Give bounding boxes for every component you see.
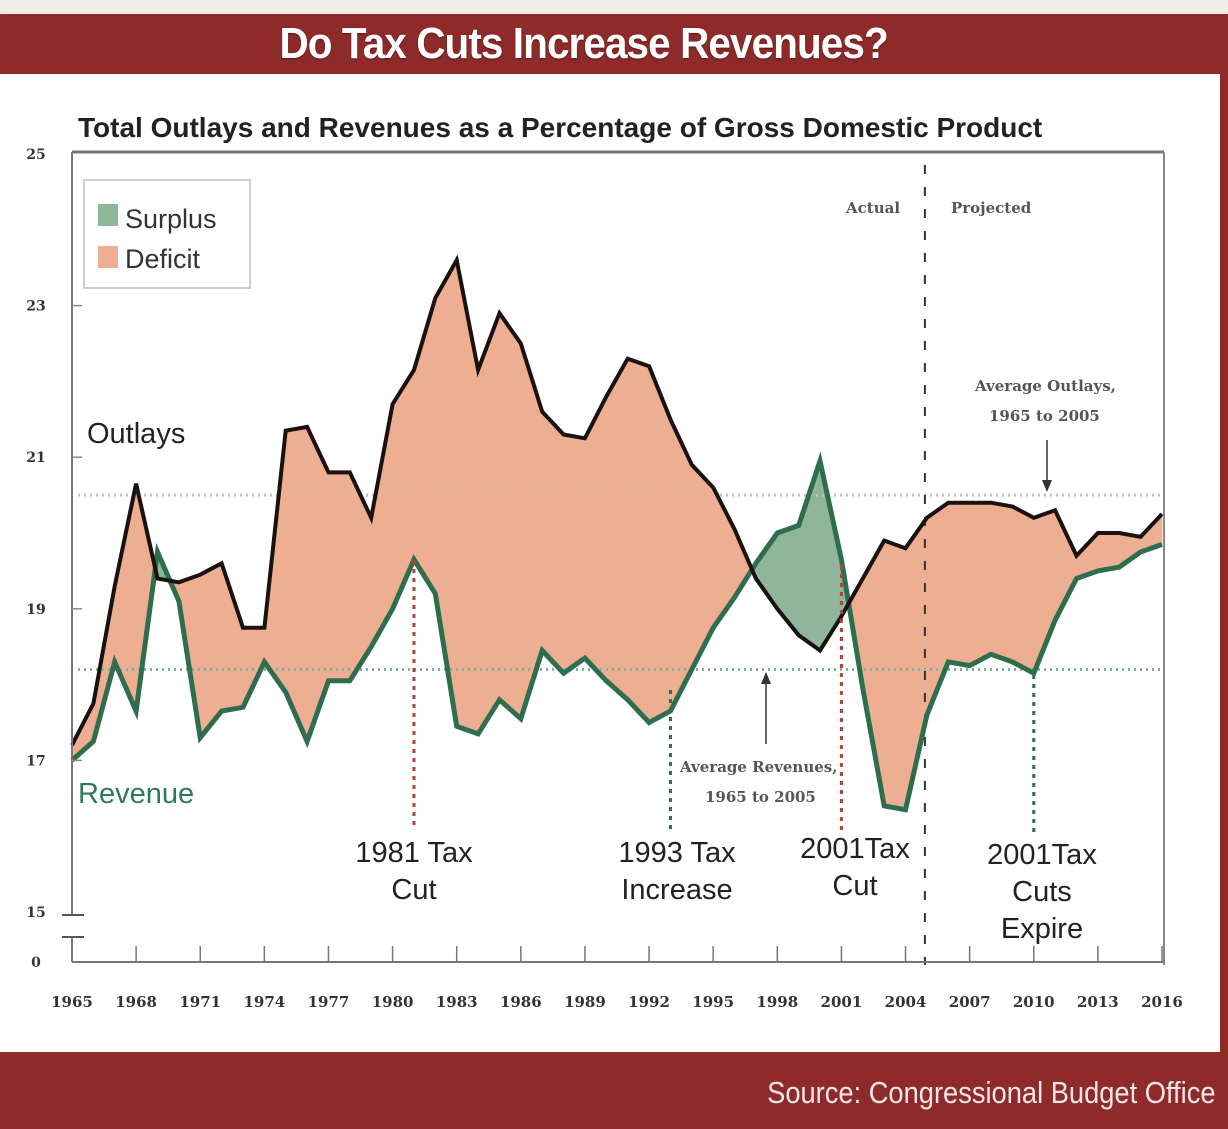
surplus-area — [776, 524, 800, 637]
x-tick-label: 1995 — [692, 993, 734, 1011]
area-fills — [71, 258, 1163, 811]
x-tick-label: 1965 — [51, 993, 93, 1011]
x-tick-label: 2007 — [949, 993, 991, 1011]
y-tick-label: 17 — [26, 753, 45, 769]
deficit-area — [947, 502, 970, 666]
annotation-label: 1993 Tax — [618, 837, 736, 869]
axes: 0 15 17 19 21 23 25 1965 1968 1971 1974 1977 1980 198… — [26, 147, 1183, 1011]
x-tick-label: 2001 — [821, 993, 863, 1011]
deficit-area — [499, 312, 522, 720]
x-tick-label: 2010 — [1013, 993, 1055, 1011]
outlays-line — [70, 254, 1164, 747]
avg-outlays-arrowhead — [1042, 480, 1052, 492]
series-lines — [70, 254, 1164, 813]
annotation-label: Cuts — [1012, 876, 1072, 908]
annotation-label: Cut — [832, 870, 877, 902]
avg-revenues-label-1: Average Revenues, — [679, 758, 837, 776]
y-tick-label: 15 — [26, 905, 45, 921]
deficit-area — [328, 472, 351, 682]
avg-revenues-arrowhead — [761, 672, 771, 684]
x-tick-label: 1977 — [308, 993, 350, 1011]
y-tick-label: 23 — [26, 299, 45, 315]
deficit-area — [456, 260, 479, 735]
avg-outlays-label-1: Average Outlays, — [974, 377, 1116, 395]
legend-swatch-surplus — [98, 204, 118, 226]
legend-box — [83, 179, 251, 289]
projected-label: Projected — [951, 199, 1032, 217]
x-tick-label: 1998 — [756, 993, 798, 1011]
source-note: Source: Congressional Budget Office — [767, 1075, 1216, 1110]
y-tick-label: 0 — [31, 955, 41, 971]
deficit-area — [114, 483, 137, 712]
annotation-label: Expire — [1001, 913, 1083, 945]
annotation-label: Cut — [391, 874, 436, 906]
x-tick-label: 1968 — [115, 993, 157, 1011]
annotation-label: 2001Tax — [800, 833, 910, 865]
avg-outlays-label-2: 1965 to 2005 — [989, 407, 1100, 425]
deficit-area — [862, 539, 885, 806]
deficit-area — [605, 357, 629, 701]
legend: Surplus Deficit — [83, 179, 251, 289]
deficit-area — [883, 540, 906, 811]
title-band: Do Tax Cuts Increase Revenues? — [0, 14, 1228, 74]
legend-swatch-deficit — [98, 246, 118, 268]
annotations: 1981 Tax Cut 1993 Tax Increase 2001Tax Cut 200… — [355, 560, 1097, 945]
x-tick-label: 1983 — [436, 993, 478, 1011]
x-tick-label: 2013 — [1077, 993, 1119, 1011]
x-tick-label: 1974 — [243, 993, 285, 1011]
y-tick-label: 21 — [26, 450, 45, 466]
x-tick-label: 2004 — [885, 993, 927, 1011]
revenue-label: Revenue — [78, 778, 194, 810]
deficit-area — [670, 419, 693, 712]
x-tick-label: 1989 — [564, 993, 606, 1011]
legend-label-surplus: Surplus — [125, 204, 217, 234]
deficit-area — [969, 502, 992, 667]
x-tick-label: 2016 — [1141, 993, 1183, 1011]
annotation-label: 2001Tax — [987, 839, 1097, 871]
x-tick-label: 1986 — [500, 993, 542, 1011]
actual-label: Actual — [845, 199, 900, 217]
chart-subtitle: Total Outlays and Revenues as a Percenta… — [78, 112, 1042, 143]
deficit-area — [1012, 506, 1035, 674]
annotation-label: Increase — [621, 874, 732, 906]
revenue-line — [70, 451, 1163, 813]
deficit-area — [541, 410, 564, 674]
top-strip — [0, 0, 1228, 13]
deficit-area — [990, 502, 1013, 663]
annotation-label: 1981 Tax — [355, 837, 473, 869]
deficit-area — [584, 396, 607, 682]
x-tick-label: 1980 — [372, 993, 414, 1011]
x-tick-label: 1992 — [628, 993, 670, 1011]
y-tick-label: 25 — [26, 147, 45, 163]
deficit-area — [221, 563, 244, 712]
x-tick-label: 1971 — [179, 993, 221, 1011]
deficit-area — [627, 358, 650, 724]
main-title: Do Tax Cuts Increase Revenues? — [279, 19, 889, 68]
avg-revenues-label-2: 1965 to 2005 — [705, 788, 816, 806]
legend-label-deficit: Deficit — [125, 244, 201, 274]
outlays-label: Outlays — [87, 418, 185, 450]
y-tick-label: 19 — [26, 602, 45, 618]
deficit-area — [563, 434, 586, 674]
deficit-area — [413, 297, 436, 595]
